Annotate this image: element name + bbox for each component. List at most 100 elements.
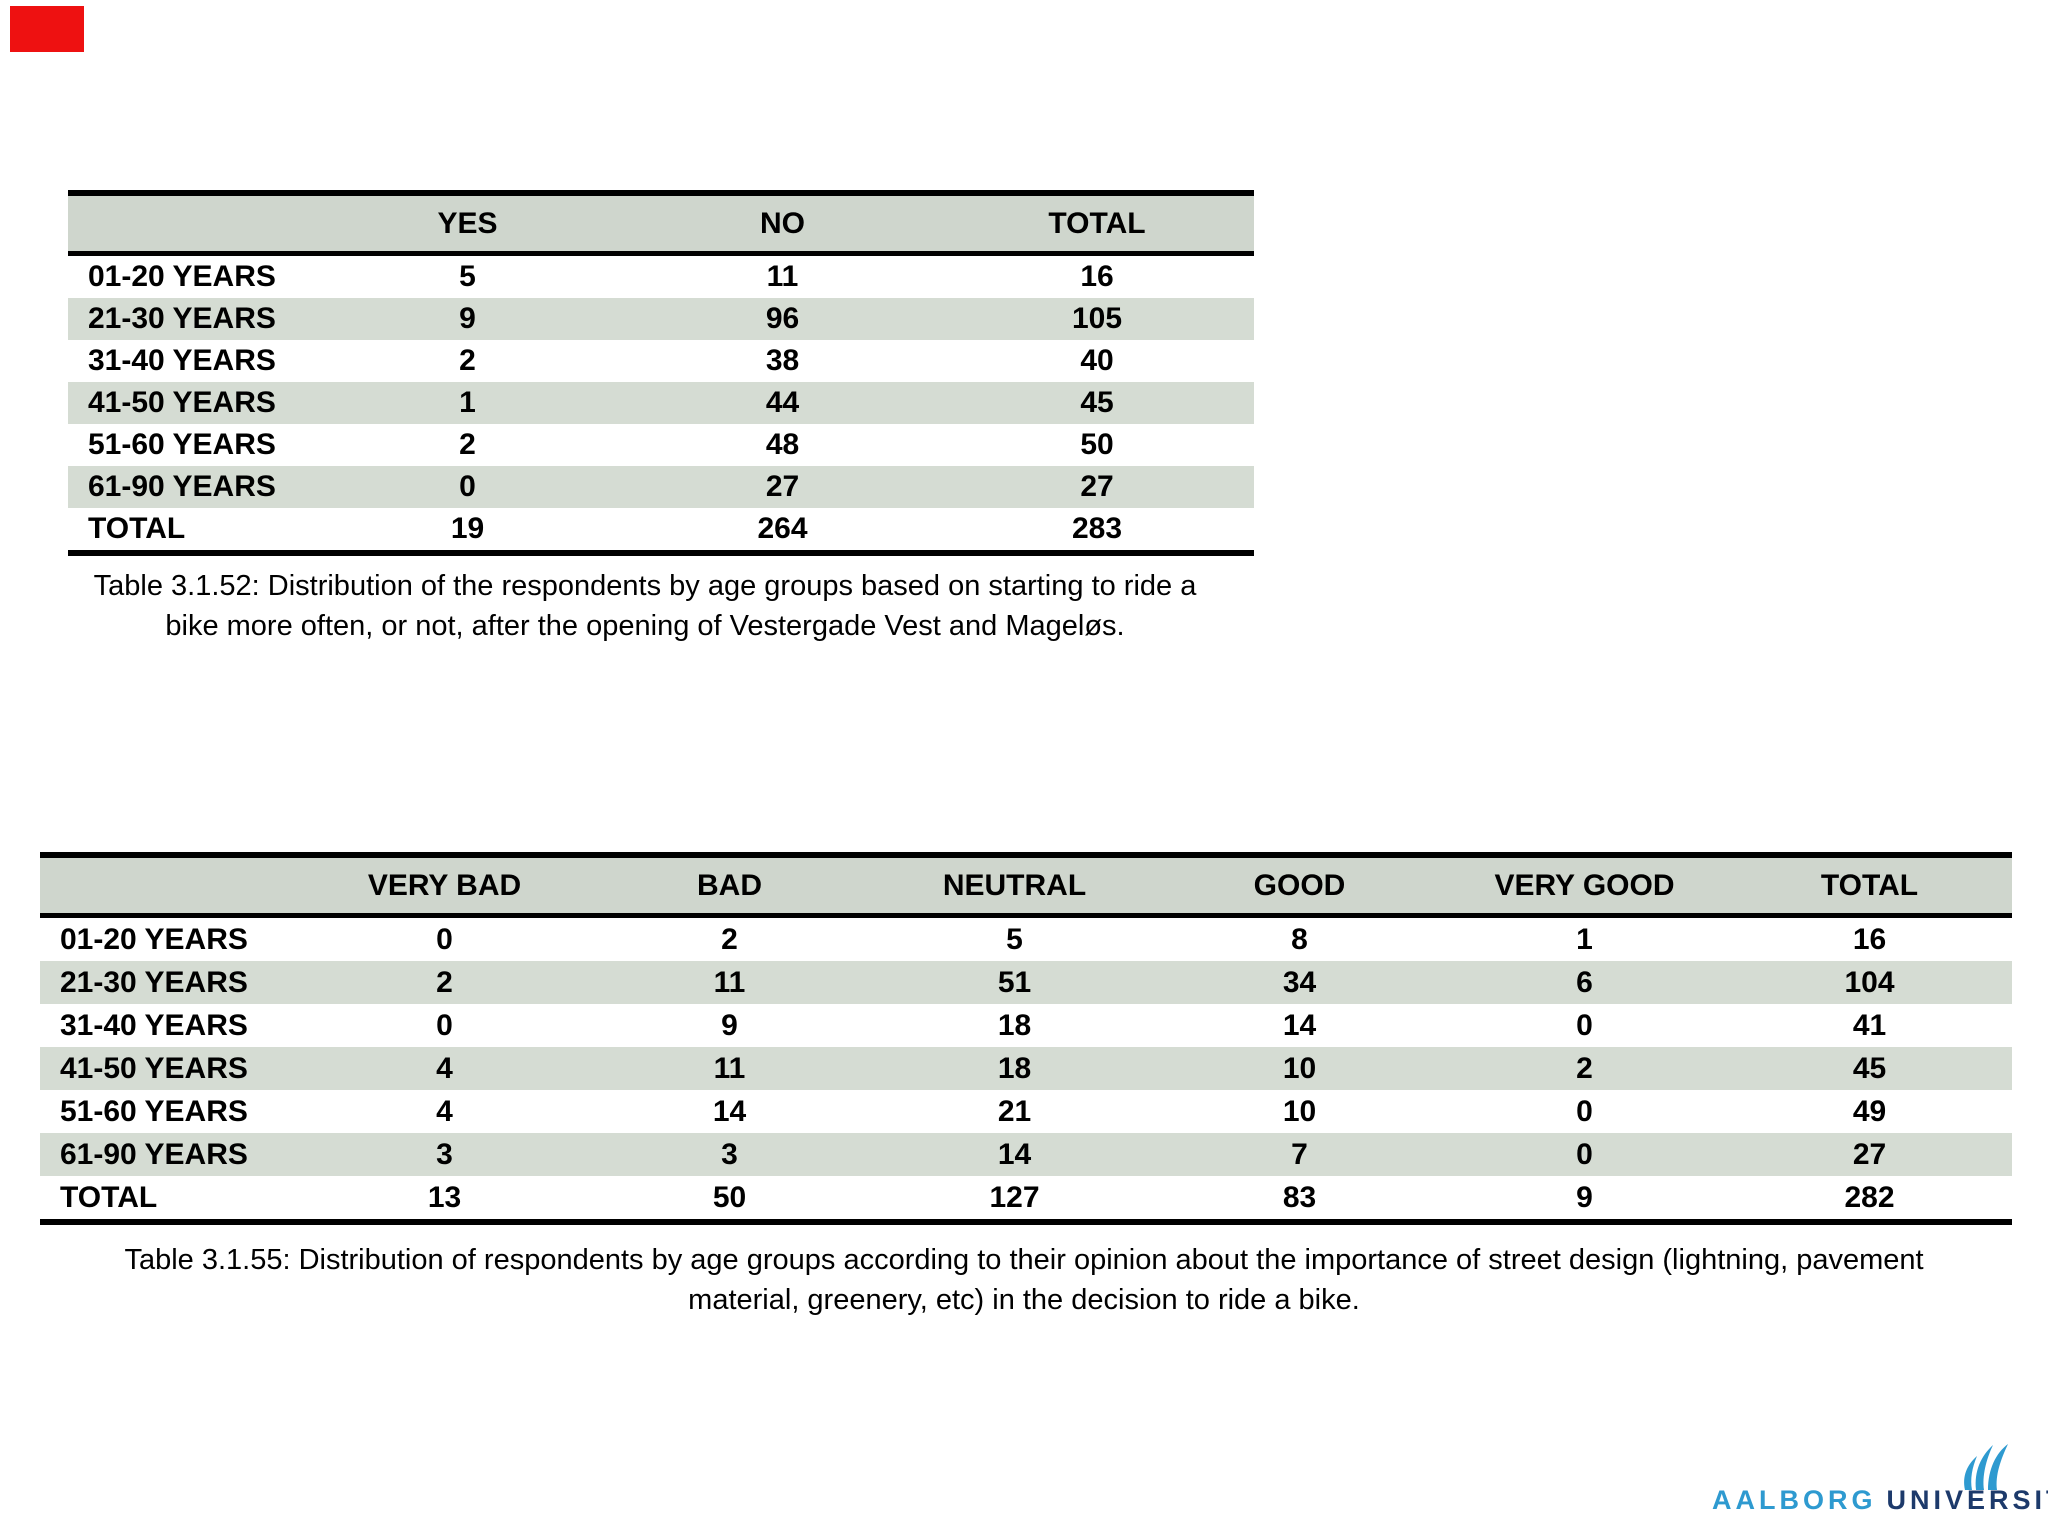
aalborg-logo-icon [1964,1444,2008,1490]
table-row: 01-20 YEARS 0 2 5 8 1 16 [40,916,2012,962]
data-cell: 0 [436,922,453,956]
data-cell: 2 [459,344,476,377]
respondents-yes-no-table: YES NO TOTAL 01-20 YEARS 5 11 16 21-30 Y… [68,190,1254,556]
data-cell: 51 [872,961,1157,1004]
data-cell: 16 [1080,260,1114,293]
data-cell: 18 [872,1047,1157,1090]
column-header-blank [68,193,310,256]
data-cell: 0 [1576,1008,1593,1042]
data-cell: 1 [310,382,625,424]
data-cell: 264 [757,512,808,545]
data-cell: 40 [1080,344,1114,377]
data-cell: 8 [1291,922,1308,956]
data-cell: 14 [1282,1008,1317,1042]
row-label: 01-20 YEARS [88,260,276,293]
column-header-neutral: NEUTRAL [872,855,1157,918]
table-row: 21-30 YEARS 9 96 105 [68,298,1254,340]
data-cell: 6 [1442,961,1727,1004]
data-cell: 4 [302,1047,587,1090]
row-label: 31-40 YEARS [60,1008,248,1042]
table-row: 01-20 YEARS 5 11 16 [68,254,1254,299]
table-row: 51-60 YEARS 2 48 50 [68,424,1254,466]
row-label: 41-50 YEARS [68,382,310,424]
data-cell: 41 [1852,1008,1887,1042]
row-label: 01-20 YEARS [60,922,248,956]
data-cell: 0 [436,1008,453,1042]
data-cell: 1 [1576,922,1593,956]
data-cell: 83 [1282,1180,1317,1214]
data-cell: 7 [1157,1133,1442,1176]
table-row: 41-50 YEARS 4 11 18 10 2 45 [40,1047,2012,1090]
table-row: 51-60 YEARS 4 14 21 10 0 49 [40,1090,2012,1133]
data-cell: 50 [712,1180,747,1214]
column-header-blank [40,855,302,918]
data-cell: 44 [625,382,940,424]
data-cell: 34 [1157,961,1442,1004]
data-cell: 283 [1071,512,1123,545]
data-cell: 27 [625,466,940,508]
data-cell: 4 [436,1094,453,1128]
data-cell: 27 [1727,1133,2012,1176]
data-cell: 27 [940,466,1254,508]
data-cell: 5 [459,260,476,293]
row-label: TOTAL [88,512,186,545]
table-row: 61-90 YEARS 0 27 27 [68,466,1254,508]
data-cell: 49 [1852,1094,1887,1128]
column-header-no: NO [625,193,940,256]
data-cell: 3 [302,1133,587,1176]
column-header-good: GOOD [1157,855,1442,918]
data-cell: 105 [940,298,1254,340]
data-cell: 5 [1006,922,1023,956]
data-cell: 11 [766,260,799,293]
data-cell: 18 [997,1008,1032,1042]
row-label: 51-60 YEARS [60,1094,248,1128]
data-cell: 14 [872,1133,1157,1176]
data-cell: 10 [1157,1047,1442,1090]
data-cell: 127 [989,1180,1040,1214]
table-row: 31-40 YEARS 0 9 18 14 0 41 [40,1004,2012,1047]
table-total-row: TOTAL 19 264 283 [68,508,1254,553]
data-cell: 10 [1282,1094,1317,1128]
column-header-yes: YES [310,193,625,256]
data-cell: 0 [1442,1133,1727,1176]
table-caption-3-1-52: Table 3.1.52: Distribution of the respon… [30,566,1260,646]
data-cell: 45 [1727,1047,2012,1090]
column-header-very-good: VERY GOOD [1442,855,1727,918]
row-label: 61-90 YEARS [68,466,310,508]
table-header-row: YES NO TOTAL [68,193,1254,256]
data-cell: 21 [997,1094,1032,1128]
data-cell: 50 [1080,428,1114,461]
data-cell: 48 [765,428,800,461]
street-design-opinion-table: VERY BAD BAD NEUTRAL GOOD VERY GOOD TOTA… [40,852,2012,1225]
data-cell: 11 [587,961,872,1004]
data-cell: 2 [459,428,476,461]
caption-line: Table 3.1.52: Distribution of the respon… [93,570,1197,602]
table-header-row: VERY BAD BAD NEUTRAL GOOD VERY GOOD TOTA… [40,855,2012,918]
data-cell: 2 [302,961,587,1004]
data-cell: 2 [1442,1047,1727,1090]
data-cell: 38 [765,344,800,377]
table-row: 61-90 YEARS 3 3 14 7 0 27 [40,1133,2012,1176]
logo-text: AALBORG UNIVERSITET [1712,1485,2048,1516]
data-cell: 19 [450,512,485,545]
column-header-bad: BAD [587,855,872,918]
data-cell: 16 [1852,922,1887,956]
data-cell: 0 [1576,1094,1593,1128]
column-header-total: TOTAL [1727,855,2012,918]
table-caption-3-1-55: Table 3.1.55: Distribution of respondent… [0,1240,2048,1320]
red-marker [10,6,84,52]
data-cell: 0 [310,466,625,508]
data-cell: 13 [427,1180,462,1214]
data-cell: 104 [1727,961,2012,1004]
data-cell: 2 [721,922,738,956]
row-label: 21-30 YEARS [40,961,302,1004]
data-cell: 282 [1844,1180,1895,1214]
data-cell: 45 [940,382,1254,424]
row-label: 61-90 YEARS [40,1133,302,1176]
row-label: 21-30 YEARS [68,298,310,340]
data-cell: 11 [587,1047,872,1090]
column-header-total: TOTAL [940,193,1254,256]
logo-text-aalborg: AALBORG [1712,1485,1877,1515]
data-cell: 9 [721,1008,738,1042]
